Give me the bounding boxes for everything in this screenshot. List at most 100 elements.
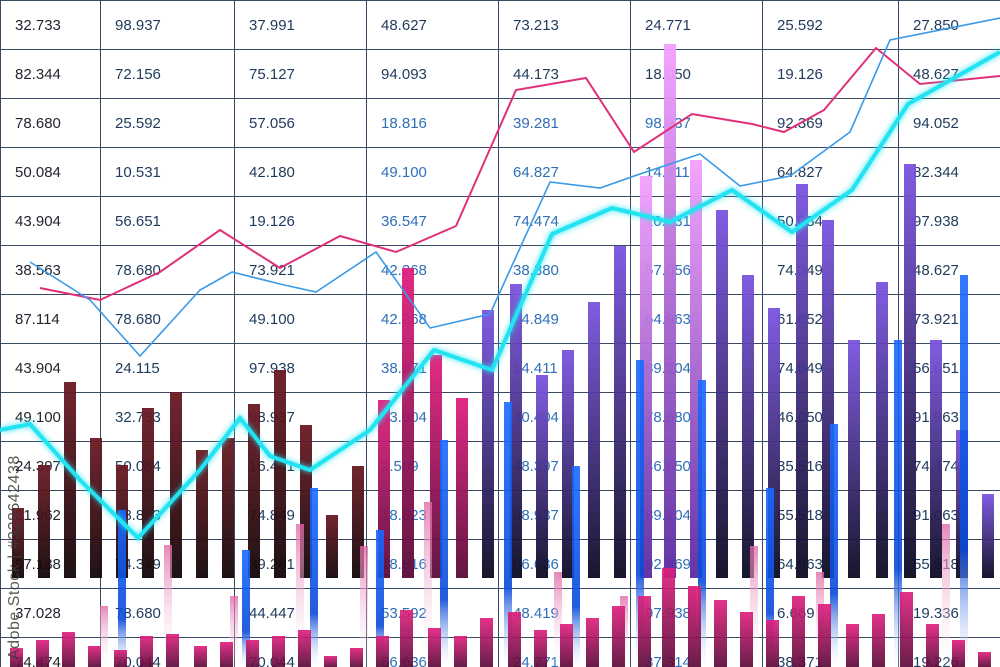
grid-cell: 36.547 [366, 196, 499, 246]
main-bar [848, 340, 860, 578]
main-bar [38, 465, 50, 578]
bottom-volume-bar [220, 642, 233, 667]
grid-cell: 43.904 [0, 196, 101, 246]
grid-cell: 49.100 [0, 392, 101, 442]
main-bar [196, 450, 208, 578]
bottom-volume-bar [978, 652, 991, 667]
grid-cell: 75.127 [234, 49, 367, 99]
bottom-volume-bar [688, 586, 701, 667]
faded-bar [750, 546, 758, 667]
bottom-volume-bar [872, 614, 885, 667]
main-bar [142, 408, 154, 578]
faded-bar [296, 524, 304, 667]
blue-volume-bar [698, 380, 706, 667]
bottom-volume-bar [612, 606, 625, 667]
faded-bar [942, 524, 950, 667]
bottom-volume-bar [10, 648, 23, 667]
grid-cell: 10.531 [100, 147, 235, 197]
bottom-volume-bar [560, 624, 573, 667]
bottom-volume-bar [586, 618, 599, 667]
bottom-volume-bar [376, 636, 389, 667]
main-bar [456, 398, 468, 578]
blue-volume-bar [894, 340, 902, 667]
main-bar [170, 392, 182, 578]
bottom-volume-bar [926, 624, 939, 667]
bottom-volume-bar [194, 646, 207, 667]
faded-bar [424, 502, 432, 667]
grid-cell: 97.938 [234, 343, 367, 393]
blue-volume-bar [376, 530, 384, 667]
main-bar [482, 310, 494, 578]
main-bar [274, 370, 286, 578]
faded-bar [164, 545, 172, 667]
grid-cell: 18.050 [630, 49, 763, 99]
bottom-volume-bar [454, 636, 467, 667]
main-bar [510, 284, 522, 578]
bottom-volume-bar [766, 620, 779, 667]
main-bar [904, 164, 916, 578]
grid-cell: 49.100 [366, 147, 499, 197]
bottom-volume-bar [62, 632, 75, 667]
blue-volume-bar [504, 402, 512, 667]
faded-bar [360, 546, 368, 667]
bottom-volume-bar [740, 612, 753, 667]
blue-volume-bar [960, 275, 968, 667]
blue-volume-bar [572, 466, 580, 667]
bottom-volume-bar [428, 628, 441, 667]
bottom-volume-bar [818, 604, 831, 667]
bottom-volume-bar [508, 612, 521, 667]
bottom-volume-bar [272, 636, 285, 667]
grid-cell: 94.093 [366, 49, 499, 99]
bottom-volume-bar [246, 640, 259, 667]
cyan-trend-line [0, 50, 1000, 541]
grid-cell: 44.173 [498, 49, 631, 99]
main-bar [796, 184, 808, 578]
blue-volume-bar [440, 440, 448, 667]
grid-row: 43.90424.11597.93838.37114.41189.20474.8… [0, 343, 1000, 393]
faded-bar [230, 596, 238, 667]
main-bar [742, 275, 754, 578]
grid-cell: 50.084 [0, 147, 101, 197]
grid-row: 32.733 98.937 37.991 48.627 73.213 24.771 25.5… [0, 0, 1000, 50]
faded-bar [554, 572, 562, 667]
grid-cell: 42.180 [234, 147, 367, 197]
grid-row: 50.08410.53142.18049.10064.82714.41164.8… [0, 147, 1000, 197]
blue-volume-bar [310, 488, 318, 667]
bottom-volume-bar [36, 640, 49, 667]
grid-cell: 98.937 [100, 0, 235, 50]
bottom-volume-bar [324, 656, 337, 667]
blue-volume-bar [636, 360, 644, 667]
bottom-volume-bar [298, 630, 311, 667]
main-bar [64, 382, 76, 578]
main-bar [402, 268, 414, 578]
grid-row: 78.68025.59257.05618.81639.28198.93792.3… [0, 98, 1000, 148]
grid-cell: 78.680 [0, 98, 101, 148]
main-bar [90, 438, 102, 578]
main-bar [876, 282, 888, 578]
pink-trend-line [39, 46, 1000, 302]
grid-cell: 18.816 [366, 98, 499, 148]
grid-cell: 39.281 [498, 98, 631, 148]
grid-cell: 49.100 [234, 294, 367, 344]
bottom-volume-bar [662, 568, 675, 667]
grid-cell: 37.028 [0, 588, 101, 638]
bottom-volume-bar [114, 650, 127, 667]
main-bar [614, 246, 626, 578]
blue-volume-bar [766, 488, 774, 667]
main-bar [430, 355, 442, 578]
bottom-volume-bar [900, 592, 913, 667]
grid-cell: 19.126 [762, 49, 899, 99]
bottom-volume-bar [350, 648, 363, 667]
grid-cell: 48.627 [366, 0, 499, 50]
grid-cell: 43.904 [0, 343, 101, 393]
bottom-volume-bar [480, 618, 493, 667]
blue-volume-bar [118, 510, 126, 667]
main-bar [12, 508, 24, 578]
grid-cell: 82.344 [0, 49, 101, 99]
bottom-volume-bar [638, 596, 651, 667]
grid-cell: 48.627 [898, 49, 1000, 99]
main-bar [982, 494, 994, 578]
grid-cell: 72.156 [100, 49, 235, 99]
